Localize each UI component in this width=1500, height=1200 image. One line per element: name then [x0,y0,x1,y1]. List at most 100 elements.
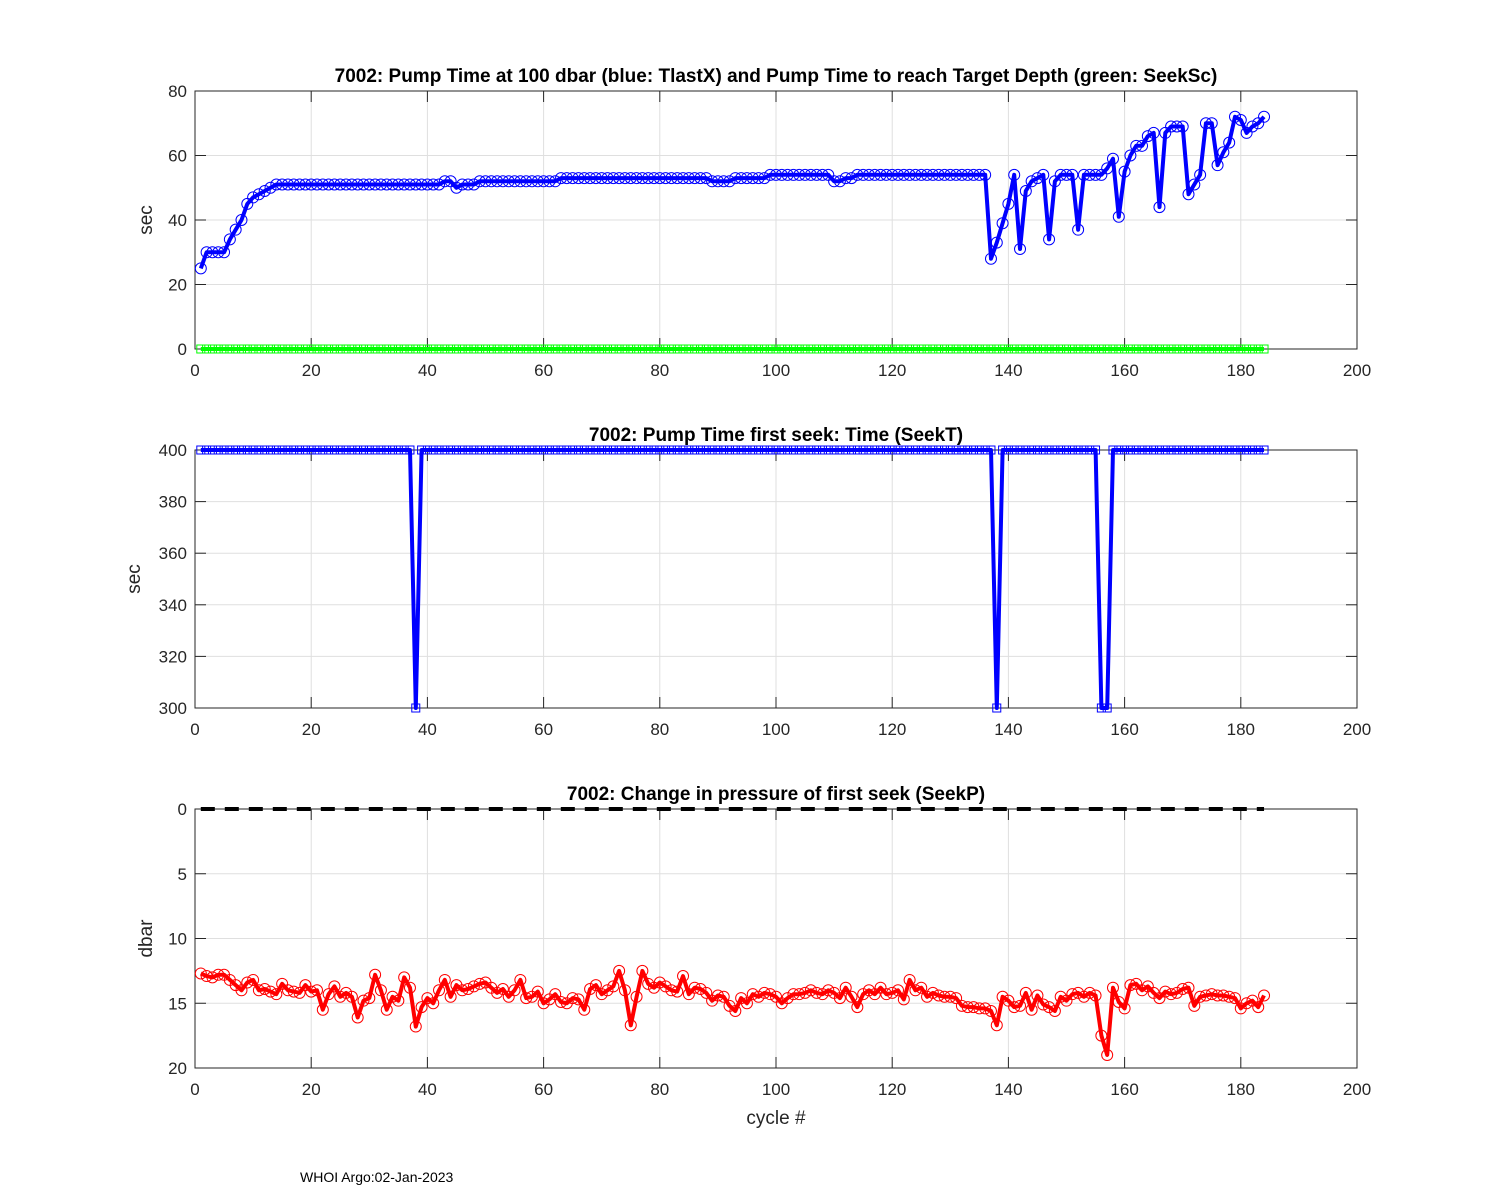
y-tick-label: 0 [178,800,187,819]
footer-text: WHOI Argo:02-Jan-2023 [300,1169,454,1185]
y-tick-label: 320 [159,647,187,666]
y-tick-label: 15 [168,994,187,1013]
data-point [1054,990,1067,1003]
y-tick-label: 80 [168,82,187,101]
data-point [537,997,550,1010]
data-point [223,233,236,246]
x-tick-label: 20 [302,361,321,380]
data-point [340,986,353,999]
data-point [857,988,870,1001]
data-point [729,1005,742,1018]
x-tick-label: 120 [878,1080,906,1099]
x-tick-label: 20 [302,720,321,739]
data-point [531,985,544,998]
x-tick-label: 160 [1110,361,1138,380]
y-tick-label: 5 [178,865,187,884]
data-point [549,988,562,1001]
data-point [247,191,260,204]
y-tick-label: 340 [159,596,187,615]
data-point [781,992,794,1005]
y-tick-label: 20 [168,1059,187,1078]
data-point [601,984,614,997]
series-TlastX [194,110,1271,275]
y-tick-label: 360 [159,544,187,563]
x-tick-label: 0 [190,361,199,380]
data-point [892,984,905,997]
data-point [984,1005,997,1018]
data-point [804,984,817,997]
data-point [1048,1005,1061,1018]
data-point [229,223,242,236]
data-point [1031,989,1044,1002]
data-point [508,984,521,997]
x-tick-label: 80 [650,1080,669,1099]
data-point [740,997,753,1010]
data-point [822,984,835,997]
data-point [328,980,341,993]
x-tick-label: 200 [1343,720,1371,739]
y-tick-label: 60 [168,147,187,166]
x-tick-label: 60 [534,1080,553,1099]
data-point [746,988,759,1001]
data-point [496,983,509,996]
x-tick-label: 180 [1227,1080,1255,1099]
data-point [659,980,672,993]
data-point [1025,175,1038,188]
x-tick-label: 0 [190,1080,199,1099]
data-point [862,984,875,997]
y-axis-label: dbar [136,919,157,958]
data-point [433,984,446,997]
x-tick-label: 80 [650,361,669,380]
x-tick-label: 140 [994,720,1022,739]
x-tick-label: 0 [190,720,199,739]
x-tick-label: 40 [418,720,437,739]
y-tick-label: 20 [168,276,187,295]
x-tick-label: 40 [418,361,437,380]
data-point [1217,146,1230,159]
data-point [258,184,271,197]
x-tick-label: 60 [534,720,553,739]
data-point [589,979,602,992]
data-point [595,988,608,1001]
data-point [1136,984,1149,997]
y-tick-label: 400 [159,441,187,460]
data-point [264,181,277,194]
data-point [921,990,934,1003]
series-line [198,114,1266,270]
x-tick-label: 80 [650,720,669,739]
data-point [194,967,207,980]
data-point [1258,989,1271,1002]
y-tick-label: 300 [159,699,187,718]
data-point [235,984,248,997]
y-tick-label: 10 [168,930,187,949]
chart-title: 7002: Change in pressure of first seek (… [567,784,985,805]
x-tick-label: 180 [1227,361,1255,380]
x-tick-label: 160 [1110,1080,1138,1099]
series-SeekP [194,964,1271,1062]
y-tick-label: 380 [159,493,187,512]
data-point [1037,998,1050,1011]
subplot-1: 0 20 40 60 80 100 120 140 160 180 200 0 20 40 60 80 7002… [136,66,1371,380]
data-point [1252,1001,1265,1014]
x-tick-label: 140 [994,1080,1022,1099]
y-tick-label: 40 [168,211,187,230]
data-point [700,986,713,999]
data-point [926,986,939,999]
x-tick-label: 180 [1227,720,1255,739]
data-point [334,990,347,1003]
series-line [199,968,1266,1057]
y-tick-label: 0 [178,340,187,359]
data-point [270,988,283,1001]
data-point [491,986,504,999]
y-axis-label: sec [136,205,157,235]
data-point [252,188,265,201]
data-point [427,997,440,1010]
subplot-2: 0 20 40 60 80 100 120 140 160 180 200 300 320 340 360 3… [124,425,1371,739]
data-point [467,980,480,993]
x-tick-label: 120 [878,720,906,739]
data-point [1159,985,1172,998]
x-axis-label: cycle # [746,1108,806,1129]
data-point [653,976,666,989]
series-line [200,448,1264,710]
